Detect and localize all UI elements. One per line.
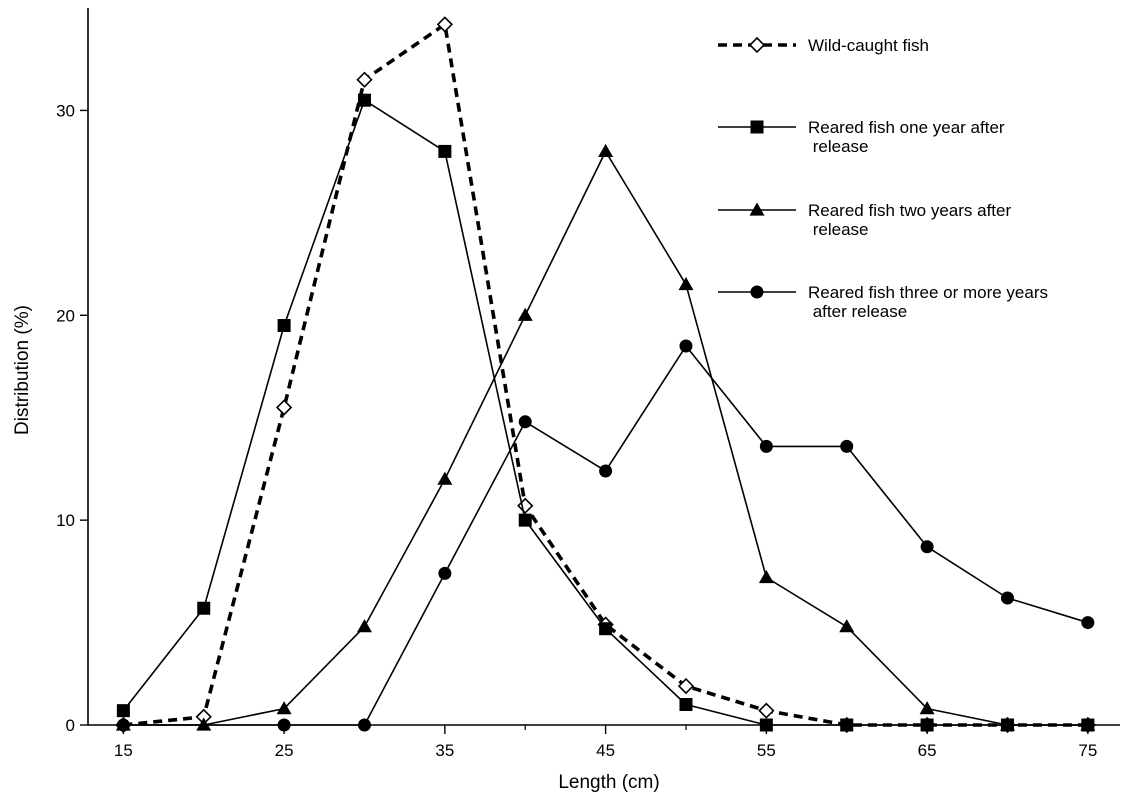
data-point <box>196 717 212 731</box>
y-axis-label: Distribution (%) <box>12 305 33 435</box>
y-tick-label: 0 <box>66 716 75 735</box>
data-point <box>197 601 211 615</box>
data-point <box>356 619 372 633</box>
legend-label: Reared fish two years after release <box>808 201 1011 239</box>
x-tick-label: 15 <box>114 741 133 760</box>
data-point <box>436 16 453 33</box>
x-tick-label: 55 <box>757 741 776 760</box>
data-point <box>517 307 533 321</box>
series-layer <box>115 16 1096 734</box>
data-point <box>598 143 614 158</box>
legend-label: Wild-caught fish <box>808 36 929 55</box>
y-tick-label: 20 <box>56 306 75 325</box>
data-point <box>518 415 532 429</box>
data-point <box>840 718 854 732</box>
data-point <box>438 144 452 158</box>
series-3 <box>115 143 1096 731</box>
data-point <box>599 464 613 478</box>
legend: Wild-caught fish Reared fish one year aft… <box>718 36 1048 321</box>
legend-label: Reared fish one year after release <box>808 118 1005 156</box>
legend-entry-2: Reared fish one year after release <box>718 118 1005 156</box>
data-point <box>599 622 613 636</box>
data-point <box>920 718 934 732</box>
data-point <box>518 513 532 527</box>
data-point <box>839 619 855 633</box>
data-point <box>678 277 694 291</box>
legend-label-line: Reared fish three or more years <box>808 283 1048 302</box>
data-point <box>999 717 1015 731</box>
series-4 <box>116 339 1095 732</box>
y-tick-label: 10 <box>56 511 75 530</box>
x-tick-label: 75 <box>1078 741 1097 760</box>
data-point <box>1081 616 1095 630</box>
data-point <box>758 702 775 719</box>
data-point <box>758 570 774 584</box>
x-tick-label: 35 <box>435 741 454 760</box>
data-point <box>1080 717 1096 731</box>
x-tick-label: 25 <box>275 741 294 760</box>
legend-marker <box>750 120 764 134</box>
data-point <box>116 718 130 732</box>
data-point <box>840 439 854 453</box>
data-point <box>679 339 693 353</box>
data-point <box>276 701 292 715</box>
series-2 <box>116 93 1095 732</box>
data-point <box>116 704 130 718</box>
legend-label-line: after release <box>808 302 907 321</box>
legend-label-line: Wild-caught fish <box>808 36 929 55</box>
legend-marker <box>748 36 766 54</box>
legend-label-line: Reared fish one year after <box>808 118 1005 137</box>
series-line-3 <box>123 150 1088 726</box>
data-point <box>920 540 934 554</box>
legend-entry-1: Wild-caught fish <box>718 36 929 55</box>
data-point <box>677 677 695 695</box>
legend-entry-4: Reared fish three or more years after re… <box>718 283 1048 321</box>
data-point <box>357 718 371 732</box>
series-line-4 <box>123 345 1089 726</box>
data-point <box>356 71 373 88</box>
legend-marker <box>749 202 765 216</box>
y-tick-label: 30 <box>56 101 75 120</box>
data-point <box>1000 591 1014 605</box>
data-point <box>437 471 453 485</box>
x-tick-label: 65 <box>918 741 937 760</box>
data-point <box>919 701 935 715</box>
data-point <box>275 399 293 416</box>
legend-label-line: release <box>808 220 868 239</box>
data-point <box>277 718 291 732</box>
data-point <box>759 718 773 732</box>
x-axis-label: Length (cm) <box>558 772 659 793</box>
data-point <box>679 698 693 712</box>
data-point <box>277 319 291 333</box>
legend-label-line: Reared fish two years after <box>808 201 1011 220</box>
legend-label-line: release <box>808 137 868 156</box>
data-point <box>438 566 452 580</box>
data-point <box>759 439 773 453</box>
legend-entry-3: Reared fish two years after release <box>718 201 1011 239</box>
legend-marker <box>750 285 764 299</box>
legend-label: Reared fish three or more years after re… <box>808 283 1048 321</box>
data-point <box>357 93 371 107</box>
x-tick-label: 45 <box>596 741 615 760</box>
